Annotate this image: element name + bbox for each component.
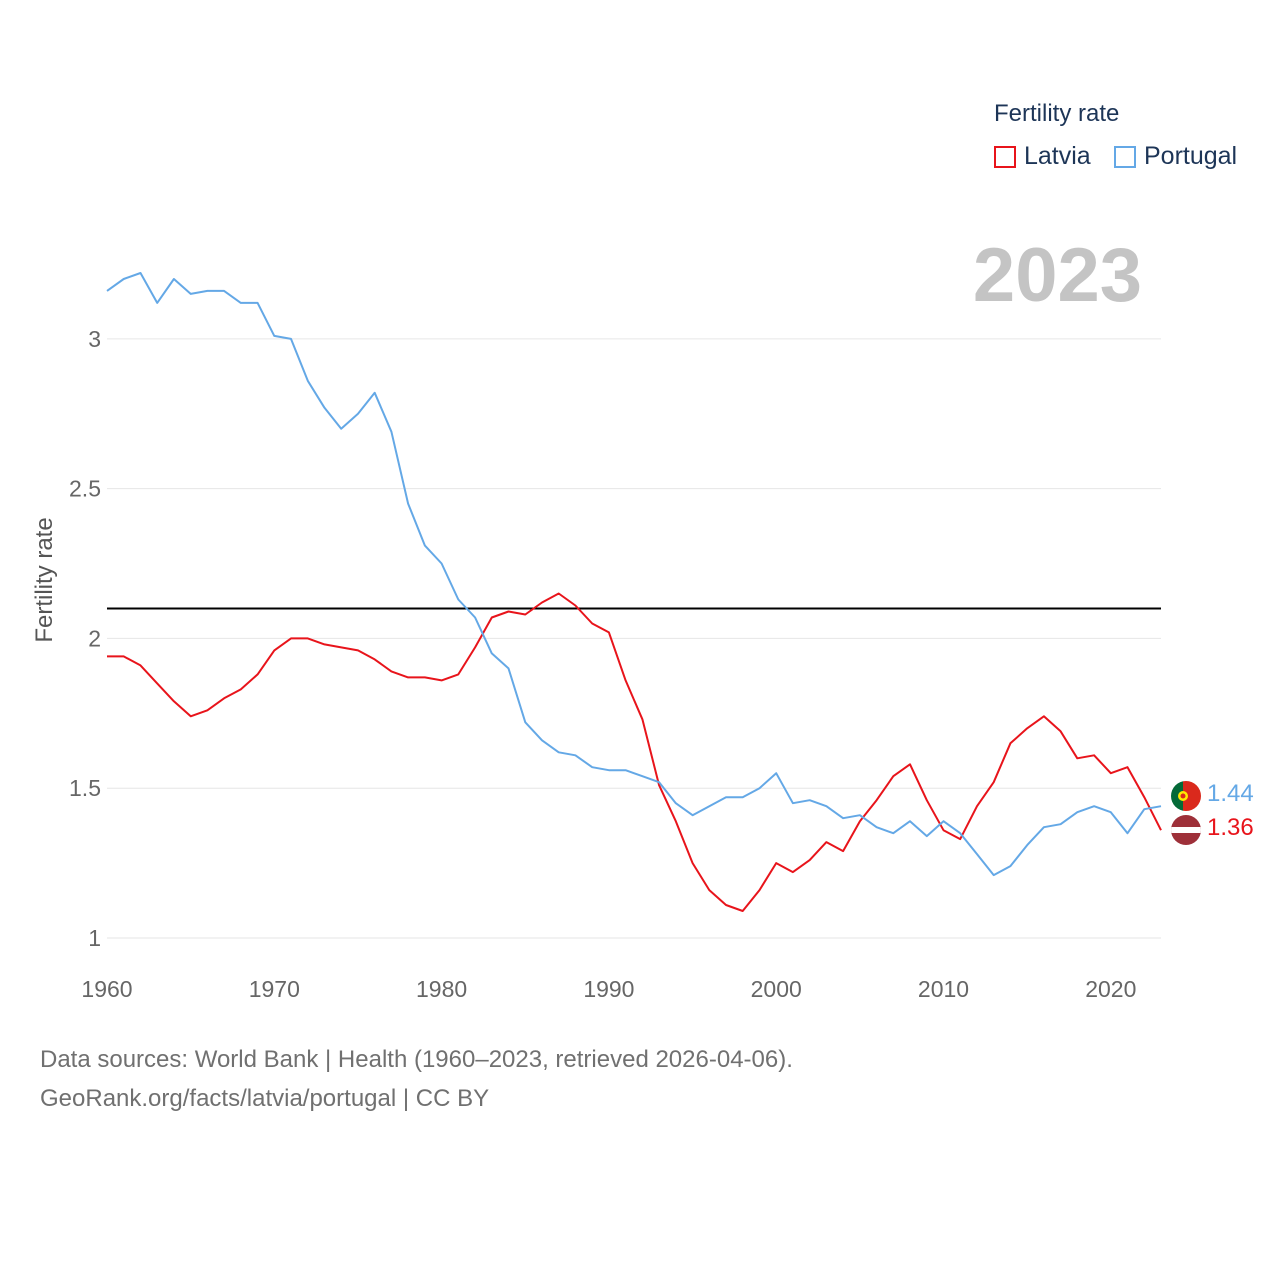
x-tick-label: 1990	[583, 976, 634, 1002]
legend-title: Fertility rate	[994, 100, 1120, 127]
legend-swatch-portugal	[1114, 145, 1136, 168]
source-line-1: Data sources: World Bank | Health (1960–…	[40, 1046, 793, 1073]
series-lines	[106, 272, 1162, 912]
y-axis-ticks: 1 1.5 2 2.5 3	[69, 326, 101, 951]
grid-lines	[107, 338, 1161, 939]
year-label: 2023	[972, 233, 1142, 318]
y-tick-label: 2.5	[69, 476, 101, 502]
legend-label-latvia: Latvia	[1024, 142, 1091, 170]
series-line-portugal	[106, 272, 1162, 877]
legend-swatch-latvia	[994, 145, 1016, 168]
y-tick-label: 1.5	[69, 775, 101, 801]
x-tick-label: 1970	[249, 976, 300, 1002]
legend-label-portugal: Portugal	[1144, 142, 1238, 170]
x-tick-label: 2020	[1085, 976, 1136, 1002]
y-tick-label: 1	[88, 925, 101, 951]
legend-item-latvia[interactable]: Latvia	[994, 142, 1091, 171]
x-tick-label: 1980	[416, 976, 467, 1002]
end-label-latvia: 1.36	[1207, 814, 1254, 841]
series-line-latvia	[107, 592, 1162, 912]
portugal-flag-icon	[1171, 781, 1201, 811]
x-tick-label: 2000	[751, 976, 802, 1002]
y-tick-label: 2	[88, 625, 101, 651]
y-axis-title: Fertility rate	[31, 517, 58, 642]
y-tick-label: 3	[88, 326, 101, 352]
end-markers	[1171, 781, 1201, 845]
legend-item-portugal[interactable]: Portugal	[1114, 142, 1237, 171]
x-axis-ticks: 1960 1970 1980 1990 2000 2010 2020	[81, 976, 1136, 1002]
latvia-flag-icon	[1171, 815, 1201, 845]
x-tick-label: 1960	[81, 976, 132, 1002]
x-tick-label: 2010	[918, 976, 969, 1002]
source-line-2[interactable]: GeoRank.org/facts/latvia/portugal | CC B…	[40, 1085, 490, 1112]
end-label-portugal: 1.44	[1207, 780, 1254, 807]
